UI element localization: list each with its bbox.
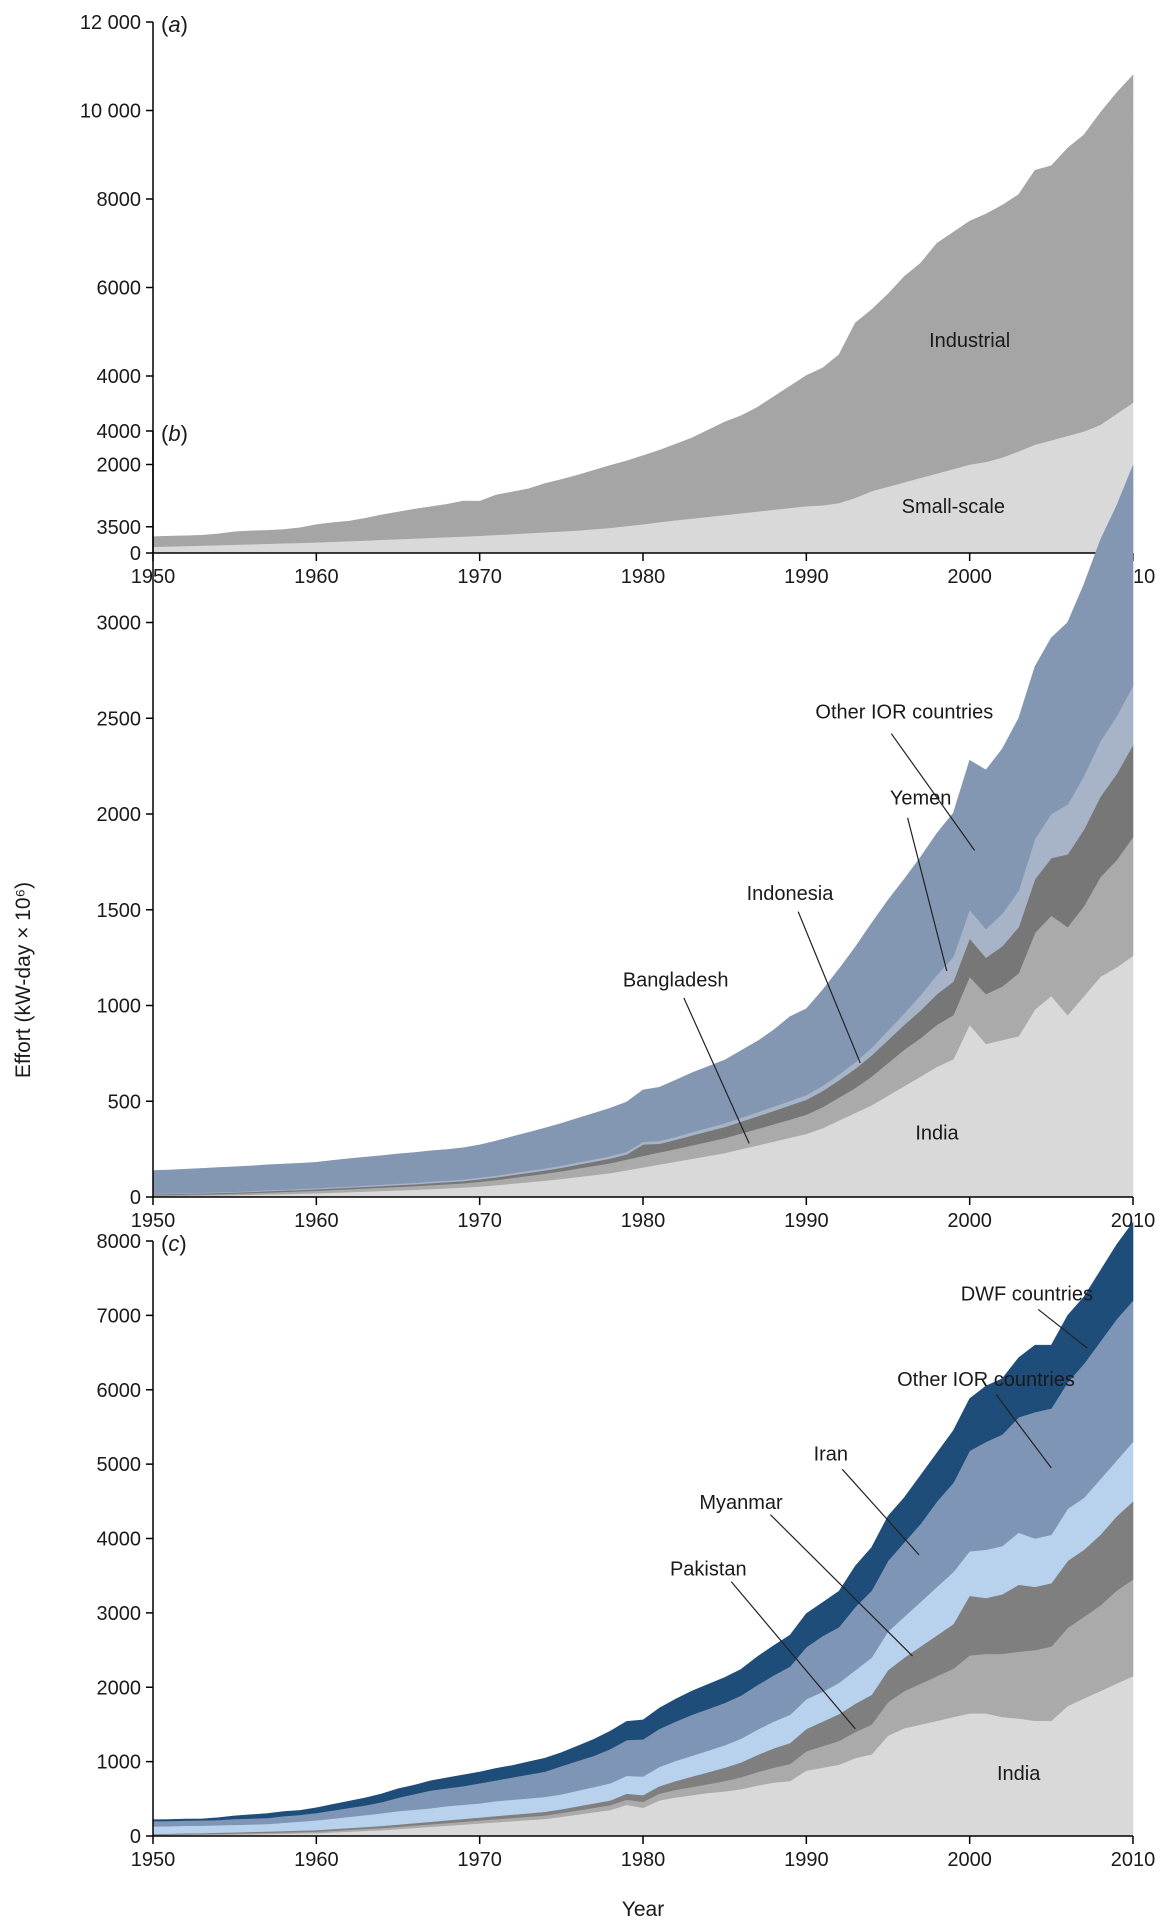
leader-line-b [907, 817, 948, 972]
panel-label-b: (b) [161, 421, 188, 446]
y-tick-label-a: 4000 [97, 366, 142, 388]
leader-line-b [797, 911, 861, 1064]
y-tick-label-b: 0 [130, 1187, 141, 1209]
annotation-b-yemen: Yemen [890, 787, 952, 809]
y-tick-label-c: 0 [130, 1826, 141, 1848]
y-tick-label-b: 3000 [97, 613, 142, 635]
annotation-a-small-scale: Small-scale [902, 496, 1005, 518]
annotation-b-india: India [915, 1123, 959, 1145]
x-tick-label-c: 1950 [131, 1849, 176, 1871]
y-tick-label-c: 1000 [97, 1752, 142, 1774]
leader-line-c [995, 1393, 1052, 1469]
y-tick-label-a: 6000 [97, 278, 142, 300]
annotation-c-myanmar: Myanmar [699, 1492, 783, 1514]
area-c-dwf-countries [152, 1221, 1134, 1822]
x-tick-label-b: 1980 [621, 1210, 666, 1232]
y-tick-label-c: 2000 [97, 1677, 142, 1699]
x-tick-label-a: 1960 [294, 566, 339, 588]
y-tick-label-b: 1500 [97, 900, 142, 922]
annotation-b-indonesia: Indonesia [747, 883, 835, 905]
panel-label-c: (c) [161, 1231, 187, 1256]
y-tick-label-c: 4000 [97, 1529, 142, 1551]
leader-line-b [890, 733, 976, 851]
y-tick-label-b: 2000 [97, 804, 142, 826]
x-tick-label-b: 1990 [784, 1210, 829, 1232]
annotation-b-other-ior-countries: Other IOR countries [815, 701, 993, 723]
x-tick-label-c: 2010 [1111, 1849, 1156, 1871]
leader-line-b [683, 997, 750, 1144]
x-tick-label-c: 1970 [457, 1849, 502, 1871]
x-tick-label-c: 1960 [294, 1849, 339, 1871]
annotation-b-bangladesh: Bangladesh [623, 969, 729, 991]
y-tick-label-c: 8000 [97, 1231, 142, 1253]
panel-b: 0 500 1000 1500 2000 2500 3000 3500 4000 1950 1960… [97, 421, 1156, 1232]
y-tick-label-a: 8000 [97, 189, 142, 211]
x-tick-label-c: 1990 [784, 1849, 829, 1871]
y-tick-label-a: 12 000 [80, 12, 141, 34]
x-axis-title: Year [622, 1898, 664, 1921]
x-tick-label-c: 1980 [621, 1849, 666, 1871]
annotation-c-india: India [997, 1763, 1041, 1785]
x-tick-label-a: 1980 [621, 566, 666, 588]
y-tick-label-b: 3500 [97, 517, 142, 539]
x-tick-label-b: 2010 [1111, 1210, 1156, 1232]
annotation-c-pakistan: Pakistan [670, 1559, 747, 1581]
annotation-c-other-ior-countries: Other IOR countries [897, 1369, 1075, 1391]
y-tick-label-a: 2000 [97, 455, 142, 477]
y-tick-label-a: 0 [130, 543, 141, 565]
y-tick-label-c: 7000 [97, 1305, 142, 1327]
area-a-industrial [152, 74, 1134, 548]
annotation-c-dwf-countries: DWF countries [961, 1284, 1093, 1306]
panel-label-a: (a) [161, 12, 188, 37]
leader-line-c [841, 1468, 920, 1556]
y-tick-label-c: 3000 [97, 1603, 142, 1625]
area-b-other-ior-countries [152, 465, 1134, 1194]
y-tick-label-b: 500 [108, 1091, 141, 1113]
x-tick-label-b: 1970 [457, 1210, 502, 1232]
leader-line-c [730, 1581, 856, 1730]
y-tick-label-a: 10 000 [80, 101, 141, 123]
leader-line-c [1037, 1308, 1088, 1349]
y-tick-label-c: 6000 [97, 1380, 142, 1402]
x-tick-label-a: 2000 [947, 566, 992, 588]
y-tick-label-c: 5000 [97, 1454, 142, 1476]
x-tick-label-b: 2000 [947, 1210, 992, 1232]
panel-c: 0 1000 2000 3000 4000 5000 6000 7000 8000 1950 196… [97, 1221, 1156, 1871]
y-axis-title: Effort (kW-day × 10⁶) [12, 882, 35, 1078]
y-tick-label-b: 1000 [97, 996, 142, 1018]
x-tick-label-a: 1970 [457, 566, 502, 588]
leader-line-c [769, 1514, 913, 1657]
y-tick-label-b: 4000 [97, 421, 142, 443]
annotation-c-iran: Iran [814, 1443, 848, 1465]
annotation-a-industrial: Industrial [929, 330, 1010, 352]
x-tick-label-a: 1990 [784, 566, 829, 588]
x-tick-label-b: 1950 [131, 1210, 176, 1232]
x-tick-label-b: 1960 [294, 1210, 339, 1232]
x-tick-label-c: 2000 [947, 1849, 992, 1871]
y-tick-label-b: 2500 [97, 708, 142, 730]
